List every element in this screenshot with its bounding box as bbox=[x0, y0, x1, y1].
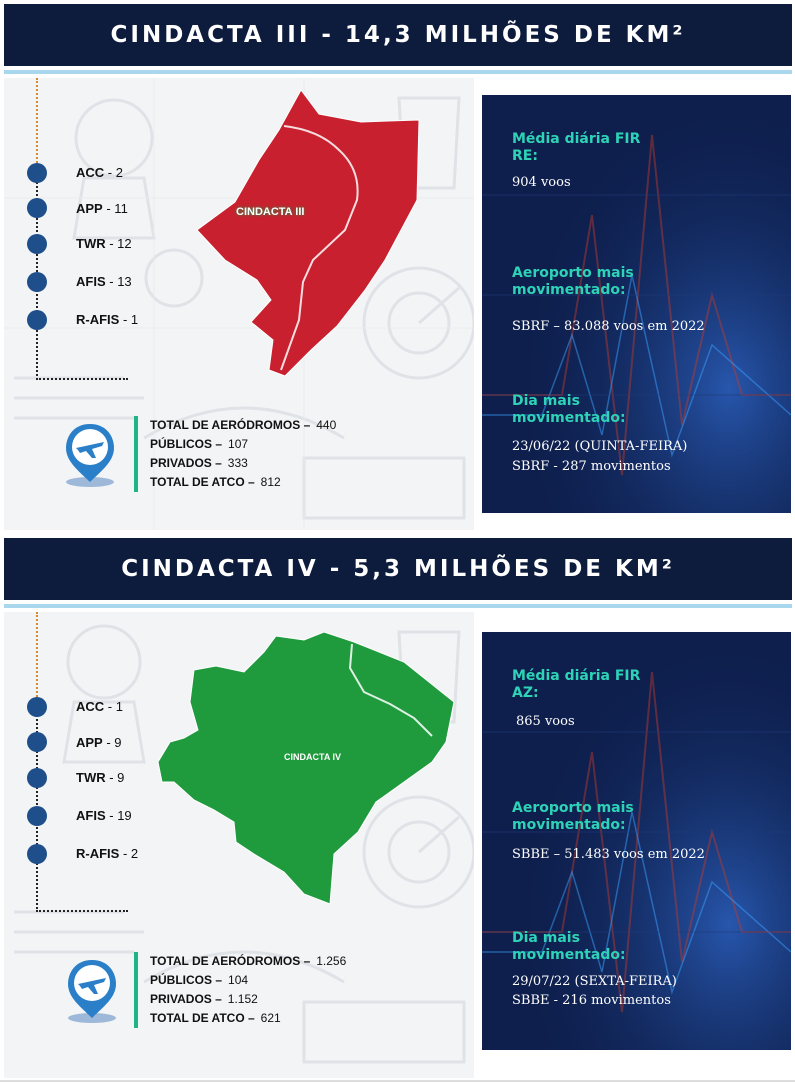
unit-app: APP - 9 bbox=[76, 735, 122, 750]
total-aerodromes: TOTAL DE AERÓDROMOS –440 bbox=[150, 418, 337, 432]
unit-bullet bbox=[27, 806, 47, 826]
unit-afis: AFIS - 19 bbox=[76, 808, 132, 823]
daily-average-value: 904 voos bbox=[512, 175, 571, 190]
unit-bullet bbox=[27, 198, 47, 218]
header-stripe bbox=[4, 68, 792, 74]
unit-bullet bbox=[27, 697, 47, 717]
total-atco: TOTAL DE ATCO –812 bbox=[150, 475, 281, 489]
background-artwork bbox=[14, 624, 474, 1064]
busiest-airport-value: SBRF – 83.088 voos em 2022 bbox=[512, 319, 705, 334]
daily-average-heading: Média diária FIR AZ: bbox=[512, 668, 641, 701]
busiest-day-heading: Dia mais movimentado: bbox=[512, 393, 626, 426]
busiest-airport-value: SBBE – 51.483 voos em 2022 bbox=[512, 847, 705, 862]
cindacta-iv-region bbox=[157, 632, 455, 905]
section-title: CINDACTA IV - 5,3 MILHÕES DE KM² bbox=[121, 556, 675, 582]
unit-twr: TWR - 9 bbox=[76, 770, 125, 785]
total-aerodromes: TOTAL DE AERÓDROMOS –1.256 bbox=[150, 954, 347, 968]
totals-list: TOTAL DE AERÓDROMOS –440 PÚBLICOS –107 P… bbox=[134, 416, 336, 492]
daily-average-value: 865 voos bbox=[516, 714, 575, 729]
section-header: CINDACTA III - 14,3 MILHÕES DE KM² bbox=[4, 4, 792, 66]
airport-pin-icon bbox=[66, 424, 114, 487]
unit-bullet bbox=[27, 272, 47, 292]
daily-average-heading: Média diária FIR RE: bbox=[512, 131, 641, 164]
unit-acc: ACC - 2 bbox=[76, 165, 123, 180]
map-label: CINDACTA III bbox=[236, 206, 305, 218]
section-title: CINDACTA III - 14,3 MILHÕES DE KM² bbox=[110, 22, 686, 48]
background-artwork bbox=[482, 95, 791, 513]
totals-list: TOTAL DE AERÓDROMOS –1.256 PÚBLICOS –104… bbox=[134, 952, 346, 1028]
busiest-day-movements: SBBE - 216 movimentos bbox=[512, 993, 671, 1008]
page-divider bbox=[0, 1080, 795, 1082]
connector-line bbox=[36, 612, 38, 704]
unit-bullet bbox=[27, 234, 47, 254]
unit-r-afis: R-AFIS - 1 bbox=[76, 312, 139, 327]
connector-line bbox=[36, 910, 128, 912]
unit-bullet bbox=[27, 844, 47, 864]
unit-twr: TWR - 12 bbox=[76, 236, 132, 251]
unit-r-afis: R-AFIS - 2 bbox=[76, 846, 139, 861]
total-private: PRIVADOS –333 bbox=[150, 456, 248, 470]
busiest-day-heading: Dia mais movimentado: bbox=[512, 930, 626, 963]
connector-line bbox=[36, 78, 38, 170]
busiest-day-movements: SBRF - 287 movimentos bbox=[512, 459, 671, 474]
total-private: PRIVADOS –1.152 bbox=[150, 992, 258, 1006]
stats-panel: Média diária FIR AZ: 865 voos Aeroporto … bbox=[482, 632, 791, 1050]
busiest-day-date: 23/06/22 (QUINTA-FEIRA) bbox=[512, 439, 688, 454]
region-map bbox=[196, 90, 420, 377]
units-panel: ACC - 2 APP - 11 TWR - 12 AFIS - 13 R-AF… bbox=[4, 78, 474, 530]
units-panel: ACC - 1 APP - 9 TWR - 9 AFIS - 19 R-AFIS… bbox=[4, 612, 474, 1078]
header-stripe bbox=[4, 602, 792, 608]
busiest-day-date: 29/07/22 (SEXTA-FEIRA) bbox=[512, 974, 677, 989]
unit-app: APP - 11 bbox=[76, 201, 128, 216]
cindacta-iii-region bbox=[196, 90, 420, 377]
unit-bullet bbox=[27, 163, 47, 183]
busiest-airport-heading: Aeroporto mais movimentado: bbox=[512, 265, 634, 298]
map-label: CINDACTA IV bbox=[284, 752, 341, 762]
total-atco: TOTAL DE ATCO –621 bbox=[150, 1011, 281, 1025]
region-map bbox=[157, 632, 455, 905]
section-header: CINDACTA IV - 5,3 MILHÕES DE KM² bbox=[4, 538, 792, 600]
unit-acc: ACC - 1 bbox=[76, 699, 123, 714]
background-artwork bbox=[482, 632, 791, 1050]
total-public: PÚBLICOS –107 bbox=[150, 437, 249, 451]
connector-line bbox=[36, 378, 128, 380]
unit-bullet bbox=[27, 768, 47, 788]
unit-afis: AFIS - 13 bbox=[76, 274, 132, 289]
stats-panel: Média diária FIR RE: 904 voos Aeroporto … bbox=[482, 95, 791, 513]
total-public: PÚBLICOS –104 bbox=[150, 973, 249, 987]
unit-bullet bbox=[27, 732, 47, 752]
unit-bullet bbox=[27, 310, 47, 330]
airport-pin-icon bbox=[68, 960, 116, 1023]
busiest-airport-heading: Aeroporto mais movimentado: bbox=[512, 800, 634, 833]
